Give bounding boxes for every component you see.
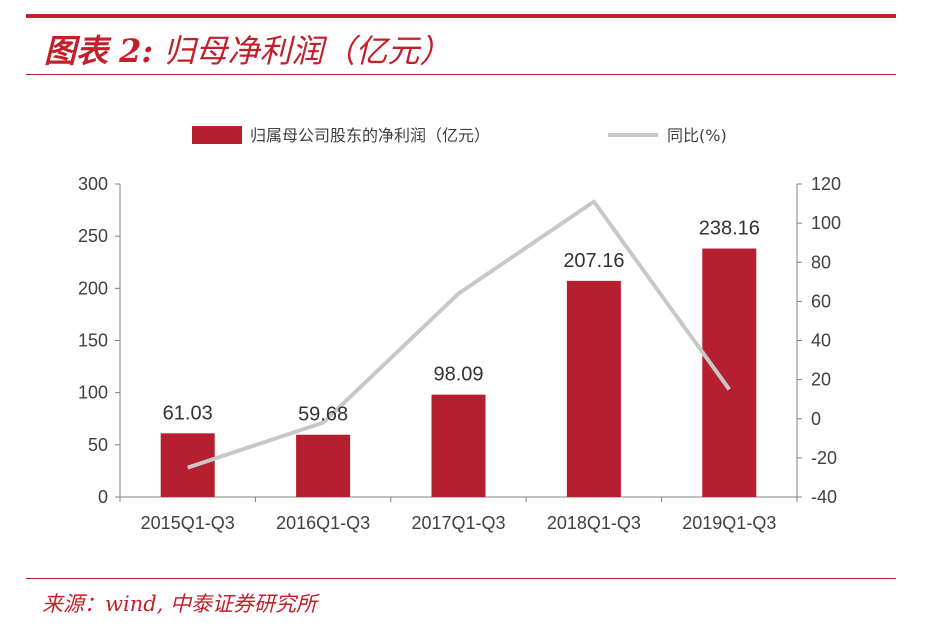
x-tick-label: 2016Q1-Q3 <box>276 513 370 533</box>
source-note: 来源：wind, 中泰证券研究所 <box>42 592 318 616</box>
y-right-tick-label: 120 <box>811 174 841 194</box>
y-right-tick-label: 40 <box>811 331 831 351</box>
bar <box>702 248 757 497</box>
bar-value-label: 98.09 <box>433 364 483 386</box>
legend-swatch-bar <box>192 126 242 144</box>
y-left-tick-label: 300 <box>78 174 108 194</box>
y-right-tick-label: -20 <box>811 448 837 468</box>
y-left-tick-label: 150 <box>78 331 108 351</box>
y-left-tick-label: 200 <box>78 278 108 298</box>
bar <box>431 394 486 497</box>
figure-title: 图表 2: 归母净利润（亿元） <box>44 26 451 72</box>
x-tick-label: 2019Q1-Q3 <box>682 513 776 533</box>
bar <box>296 434 351 497</box>
figure-number: 图表 2: <box>44 32 154 70</box>
bar-value-label: 61.03 <box>163 402 213 424</box>
growth-line <box>187 199 731 470</box>
bar <box>160 433 215 497</box>
y-left-tick-label: 50 <box>88 435 108 455</box>
y-left-tick-label: 0 <box>98 487 108 507</box>
title-rule <box>26 74 896 75</box>
legend-label-line: 同比(%) <box>667 126 727 145</box>
source-rule <box>26 578 896 579</box>
y-right-tick-label: 20 <box>811 370 831 390</box>
y-left-tick-label: 100 <box>78 383 108 403</box>
bar-value-label: 207.16 <box>563 250 624 272</box>
data-labels: 61.03 59.68 98.09 207.16 238.16 <box>163 218 760 426</box>
y-right-tick-label: 100 <box>811 213 841 233</box>
line-series <box>187 199 731 470</box>
bar <box>566 280 621 497</box>
bar-value-label: 238.16 <box>699 218 760 240</box>
figure-title-text: 归母净利润（亿元） <box>163 32 452 70</box>
x-tick-label: 2018Q1-Q3 <box>547 513 641 533</box>
y-right-tick-label: -40 <box>811 487 837 507</box>
y-right-tick-label: 0 <box>811 409 821 429</box>
y-left-tick-label: 250 <box>78 226 108 246</box>
legend: 归属母公司股东的净利润（亿元） 同比(%) <box>192 126 727 145</box>
legend-label-bar: 归属母公司股东的净利润（亿元） <box>250 126 490 145</box>
top-rule <box>26 14 896 18</box>
bar-value-label: 59.68 <box>298 404 348 426</box>
bars <box>160 248 757 497</box>
y-right-tick-label: 80 <box>811 252 831 272</box>
x-tick-label: 2015Q1-Q3 <box>141 513 235 533</box>
y-right-tick-label: 60 <box>811 291 831 311</box>
x-tick-label: 2017Q1-Q3 <box>411 513 505 533</box>
